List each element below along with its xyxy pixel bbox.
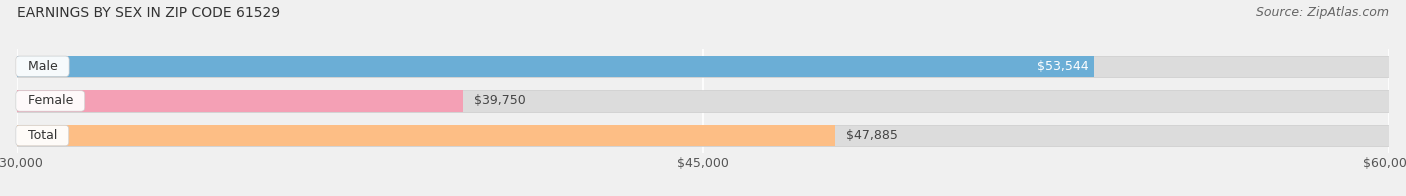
Bar [17,90,1389,112]
Bar [17,56,1094,77]
Text: Total: Total [20,129,65,142]
Bar [17,56,1389,77]
Text: Female: Female [20,94,82,107]
Text: Male: Male [20,60,65,73]
Bar [17,90,463,112]
Text: $53,544: $53,544 [1036,60,1088,73]
Bar [17,125,835,146]
Bar [17,125,1389,146]
Text: $47,885: $47,885 [846,129,898,142]
Text: Source: ZipAtlas.com: Source: ZipAtlas.com [1256,6,1389,19]
Text: $39,750: $39,750 [474,94,526,107]
Text: EARNINGS BY SEX IN ZIP CODE 61529: EARNINGS BY SEX IN ZIP CODE 61529 [17,6,280,20]
